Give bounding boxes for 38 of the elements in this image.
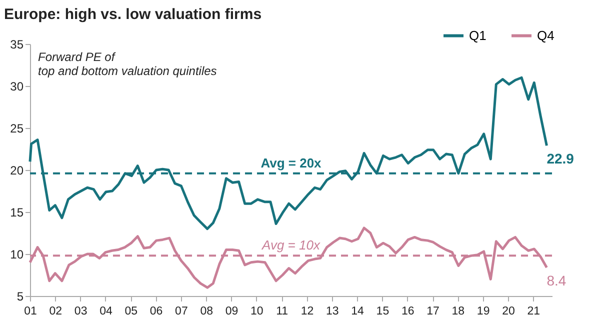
x-tick-label: 04 bbox=[100, 306, 113, 318]
y-tick-label: 20 bbox=[10, 164, 24, 178]
annotation: 22.9 bbox=[546, 150, 574, 167]
x-tick-label: 11 bbox=[276, 306, 288, 318]
x-tick-label: 21 bbox=[527, 306, 540, 318]
chart-title: Europe: high vs. low valuation firms bbox=[4, 6, 262, 23]
x-tick-label: 13 bbox=[326, 306, 339, 318]
x-tick-label: 08 bbox=[200, 306, 213, 318]
x-tick-label: 02 bbox=[49, 306, 62, 318]
y-tick-label: 25 bbox=[10, 122, 24, 136]
line-series bbox=[28, 226, 548, 289]
x-tick-label: 12 bbox=[300, 306, 314, 318]
x-tick-label: 14 bbox=[351, 306, 365, 318]
line-series bbox=[28, 76, 548, 230]
ref-line-label: Avg = 10x bbox=[261, 238, 320, 253]
legend-label: Q1 bbox=[469, 28, 486, 43]
y-tick-label: 15 bbox=[10, 206, 24, 220]
x-tick-label: 18 bbox=[452, 306, 465, 318]
x-tick-label: 05 bbox=[124, 306, 138, 318]
x-tick-label: 09 bbox=[225, 306, 238, 318]
x-tick-label: 15 bbox=[376, 306, 390, 318]
y-tick-label: 5 bbox=[16, 290, 24, 304]
legend-label: Q4 bbox=[537, 28, 554, 43]
x-tick-label: 03 bbox=[74, 306, 88, 318]
ref-line-label: Avg = 20x bbox=[260, 155, 322, 170]
x-tick-label: 10 bbox=[250, 306, 264, 318]
x-tick-label: 20 bbox=[502, 306, 515, 318]
annotation: 8.4 bbox=[546, 272, 566, 288]
x-tick-label: 16 bbox=[401, 306, 414, 318]
y-tick-label: 10 bbox=[10, 248, 24, 262]
x-tick-label: 06 bbox=[150, 306, 163, 318]
x-tick-label: 01 bbox=[24, 306, 37, 318]
y-tick-label: 35 bbox=[10, 38, 24, 52]
text: Forward PE of top and bottom valuation quintiles bbox=[38, 50, 217, 78]
x-tick-label: 07 bbox=[175, 306, 188, 318]
x-tick-label: 17 bbox=[426, 306, 440, 318]
y-tick-label: 30 bbox=[10, 80, 24, 94]
x-tick-label: 19 bbox=[476, 306, 490, 318]
